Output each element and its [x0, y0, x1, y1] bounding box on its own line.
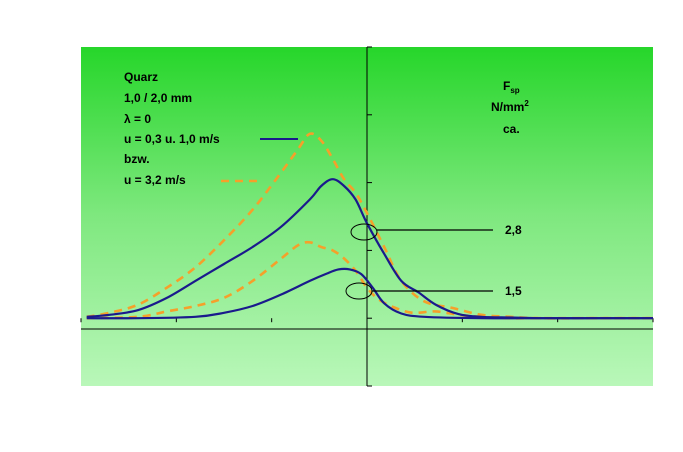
size-label: 1,0 / 2,0 mm	[124, 91, 192, 105]
marker-ellipse-high	[350, 223, 378, 241]
y-label: Fsp	[503, 79, 520, 95]
legend-text-block: Quarz 1,0 / 2,0 mm λ = 0 u = 0,3 u. 1,0 …	[124, 70, 298, 187]
series-layer	[86, 132, 653, 320]
series-line-dash-low	[86, 240, 653, 320]
y-unit: N/mm2	[491, 99, 529, 114]
y-unit-approx: ca.	[503, 122, 520, 136]
bzw-label: bzw.	[124, 152, 150, 166]
y-label-block: Fsp N/mm2 ca.	[491, 79, 529, 136]
series-line-dash-high	[86, 132, 653, 320]
series-line-solid-high	[86, 178, 653, 320]
lambda-label: λ = 0	[124, 112, 151, 126]
annotation-high: 2,8	[505, 223, 522, 237]
y-axis-ticks	[367, 46, 372, 387]
series-line-solid-low	[86, 267, 653, 320]
x-axis-ticks	[80, 318, 654, 323]
annotation-low: 1,5	[505, 284, 522, 298]
legend-label-dashed: u = 3,2 m/s	[124, 173, 186, 187]
material-label: Quarz	[124, 70, 158, 84]
legend-label-solid: u = 0,3 u. 1,0 m/s	[124, 132, 220, 146]
